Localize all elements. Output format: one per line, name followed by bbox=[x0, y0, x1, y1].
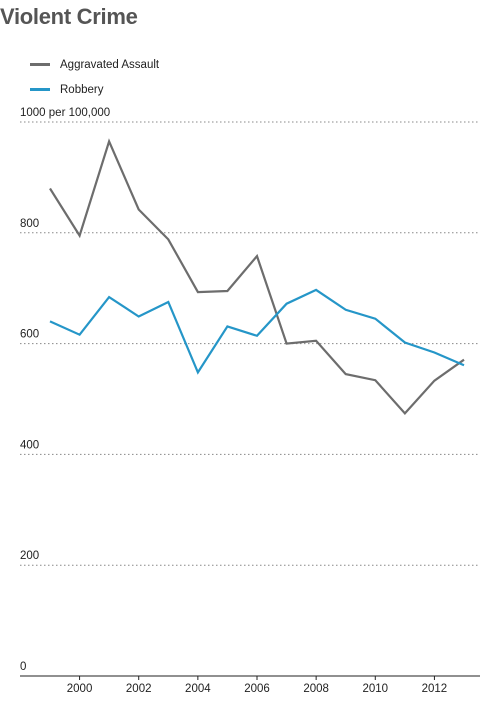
legend-label-aggravated-assault: Aggravated Assault bbox=[60, 58, 160, 71]
y-tick-label-600: 600 bbox=[20, 329, 39, 341]
x-tick-label-2010: 2010 bbox=[362, 683, 388, 695]
legend-label-robbery: Robbery bbox=[60, 83, 104, 96]
y-tick-label-200: 200 bbox=[20, 550, 39, 562]
chart-title: Violent Crime bbox=[0, 4, 138, 29]
x-tick-label-2004: 2004 bbox=[185, 683, 211, 695]
x-tick-label-2002: 2002 bbox=[126, 683, 152, 695]
y-tick-label-800: 800 bbox=[20, 218, 39, 230]
series-line-robbery bbox=[49, 288, 465, 375]
legend-item-aggravated-assault: Aggravated Assault bbox=[30, 52, 159, 77]
series-line-aggravated-assault bbox=[49, 138, 465, 416]
x-tick-label-2006: 2006 bbox=[244, 683, 270, 695]
x-tick-label-2000: 2000 bbox=[67, 683, 93, 695]
y-tick-label-400: 400 bbox=[20, 439, 39, 451]
x-tick-label-2008: 2008 bbox=[303, 683, 329, 695]
y-tick-label-0: 0 bbox=[20, 661, 26, 673]
legend-swatch-robbery bbox=[30, 88, 50, 91]
legend-swatch-aggravated-assault bbox=[30, 63, 50, 66]
x-tick-label-2012: 2012 bbox=[422, 683, 448, 695]
legend-item-robbery: Robbery bbox=[30, 77, 159, 102]
legend: Aggravated Assault Robbery bbox=[30, 52, 159, 102]
y-tick-label-1000: 1000 per 100,000 bbox=[20, 107, 110, 119]
